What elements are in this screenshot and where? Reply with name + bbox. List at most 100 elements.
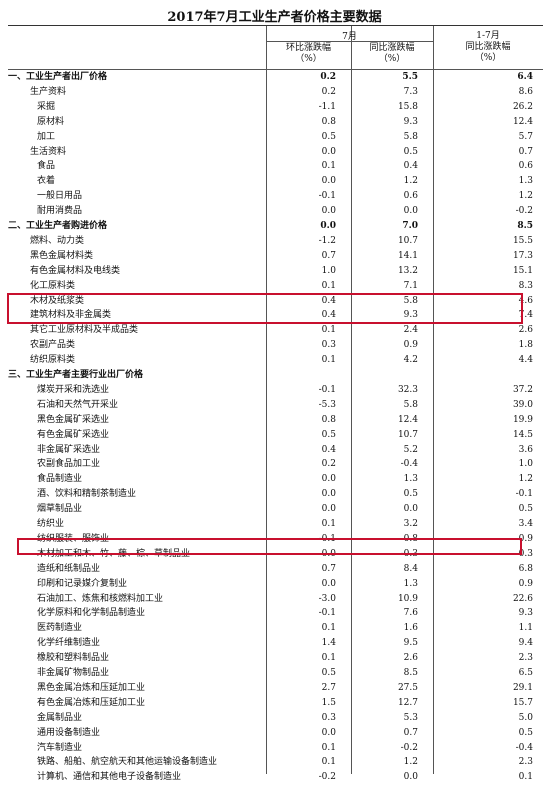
cell-mom: 0.5 xyxy=(321,429,336,440)
cell-yoy: 27.5 xyxy=(397,682,418,693)
highlight-box xyxy=(17,538,522,555)
row-label: 采掘 xyxy=(37,101,56,112)
table-row: 农副产品类 0.3 0.9 1.8 xyxy=(8,338,543,353)
row-label: 煤炭开采和洗选业 xyxy=(37,384,110,395)
row-label: 生产资料 xyxy=(30,86,67,97)
cell-ytd: 0.5 xyxy=(518,727,533,738)
header-july: 7月 xyxy=(342,32,357,42)
cell-mom: 0.0 xyxy=(321,474,336,485)
table-row: 有色金属材料及电线类 1.0 13.2 15.1 xyxy=(8,264,543,279)
cell-yoy: 5.2 xyxy=(403,444,418,455)
table-row: 造纸和纸制品业 0.7 8.4 6.8 xyxy=(8,562,543,577)
table-row: 其它工业原材料及半成品类 0.1 2.4 2.6 xyxy=(8,323,543,338)
cell-ytd: 12.4 xyxy=(512,116,533,127)
table-row: 耐用消费品 0.0 0.0 -0.2 xyxy=(8,204,543,219)
row-label: 有色金属冶炼和压延加工业 xyxy=(37,697,146,708)
row-label: 铁路、船舶、航空航天和其他运输设备制造业 xyxy=(37,757,218,768)
cell-ytd: -0.1 xyxy=(515,489,533,500)
cell-yoy: 10.7 xyxy=(397,429,418,440)
header-divider xyxy=(266,41,433,42)
cell-ytd: 1.3 xyxy=(518,176,533,187)
cell-yoy: 32.3 xyxy=(397,384,418,395)
cell-ytd: 37.2 xyxy=(512,384,533,395)
ppi-table: 7月 环比涨跌幅 （%） 同比涨跌幅 （%） 1-7月 同比涨跌幅 （%） 一、… xyxy=(7,25,543,782)
cell-ytd: 9.3 xyxy=(518,608,533,619)
row-label: 橡胶和塑料制品业 xyxy=(37,653,110,664)
row-label: 加工 xyxy=(37,131,56,142)
row-label: 农副食品加工业 xyxy=(37,459,101,470)
table-row: 纺织业 0.1 3.2 3.4 xyxy=(8,517,543,532)
cell-yoy: 0.5 xyxy=(403,489,418,500)
cell-yoy: 0.0 xyxy=(403,504,418,515)
header-mom-line1: 环比涨跌幅 xyxy=(285,43,331,53)
cell-yoy: 0.7 xyxy=(403,727,418,738)
cell-mom: 0.0 xyxy=(321,206,336,217)
cell-ytd: 3.4 xyxy=(518,519,533,529)
cell-ytd: 3.6 xyxy=(518,444,533,455)
header-mom-line2: （%） xyxy=(295,54,322,64)
row-label: 木材及纸浆类 xyxy=(30,295,85,306)
cell-mom: 0.0 xyxy=(321,146,336,157)
header-mom: 环比涨跌幅 （%） xyxy=(266,43,351,65)
cell-yoy: 7.1 xyxy=(403,280,418,291)
row-label: 有色金属材料及电线类 xyxy=(30,265,121,276)
table-row: 燃料、动力类 -1.2 10.7 15.5 xyxy=(8,234,543,249)
cell-ytd: 15.1 xyxy=(512,265,533,276)
table-row: 农副食品加工业 0.2 -0.4 1.0 xyxy=(8,457,543,472)
header-ytd-line3: （%） xyxy=(474,53,502,63)
row-label: 纺织业 xyxy=(37,519,65,529)
column-divider xyxy=(351,26,352,774)
highlight-box xyxy=(7,293,523,324)
cell-ytd: 1.8 xyxy=(518,340,533,351)
header-ytd-line2: 同比涨跌幅 xyxy=(465,42,511,52)
table-row: 食品制造业 0.0 1.3 1.2 xyxy=(8,472,543,487)
cell-yoy: 1.2 xyxy=(403,176,418,187)
cell-ytd: 8.5 xyxy=(517,221,533,231)
cell-yoy: 12.7 xyxy=(397,697,418,708)
table-row: 有色金属冶炼和压延加工业 1.5 12.7 15.7 xyxy=(8,696,543,711)
cell-mom: 0.2 xyxy=(321,86,336,97)
table-row: 三、工业生产者主要行业出厂价格 xyxy=(8,368,543,383)
cell-yoy: 1.2 xyxy=(403,757,418,768)
column-divider xyxy=(433,26,434,774)
cell-yoy: 7.0 xyxy=(402,221,418,231)
table-row: 一、工业生产者出厂价格 0.2 5.5 6.4 xyxy=(8,70,543,85)
cell-mom: -1.2 xyxy=(318,235,336,246)
row-label: 通用设备制造业 xyxy=(37,727,101,738)
cell-ytd: 39.0 xyxy=(512,399,533,410)
cell-mom: 0.0 xyxy=(321,504,336,515)
column-divider xyxy=(266,26,267,774)
cell-ytd: 1.0 xyxy=(518,459,533,470)
row-label: 黑色金属矿采选业 xyxy=(37,414,110,425)
table-row: 酒、饮料和精制茶制造业 0.0 0.5 -0.1 xyxy=(8,487,543,502)
row-label: 其它工业原材料及半成品类 xyxy=(30,325,139,336)
table-row: 生产资料 0.2 7.3 8.6 xyxy=(8,85,543,100)
cell-yoy: 7.6 xyxy=(403,608,418,619)
cell-ytd: 5.7 xyxy=(518,131,533,142)
cell-mom: 0.1 xyxy=(321,161,336,172)
cell-mom: 0.1 xyxy=(321,623,336,634)
cell-yoy: 10.9 xyxy=(397,593,418,604)
header-yoy-line2: （%） xyxy=(378,54,406,64)
cell-yoy: 3.2 xyxy=(403,519,418,529)
cell-mom: -1.1 xyxy=(318,101,336,112)
header-bottom-rule xyxy=(8,69,543,70)
cell-mom: 0.4 xyxy=(321,295,336,306)
cell-yoy: 0.6 xyxy=(403,191,418,202)
cell-ytd: 6.4 xyxy=(517,72,533,82)
cell-mom: -0.1 xyxy=(318,191,336,202)
cell-ytd: 7.4 xyxy=(518,310,533,321)
cell-mom: 0.7 xyxy=(321,250,336,261)
cell-ytd: 0.9 xyxy=(518,533,533,544)
cell-ytd: 26.2 xyxy=(512,101,533,112)
cell-yoy: 1.3 xyxy=(403,578,418,589)
table-row: 食品 0.1 0.4 0.6 xyxy=(8,159,543,174)
cell-ytd: 17.3 xyxy=(512,250,533,261)
cell-mom: 1.4 xyxy=(321,638,336,649)
cell-yoy: 1.3 xyxy=(403,474,418,485)
cell-yoy: -0.4 xyxy=(400,459,418,470)
row-label: 耐用消费品 xyxy=(37,206,83,217)
table-row: 化学纤维制造业 1.4 9.5 9.4 xyxy=(8,636,543,651)
cell-ytd: 0.3 xyxy=(518,548,533,559)
table-row: 印刷和记录媒介复制业 0.0 1.3 0.9 xyxy=(8,577,543,592)
